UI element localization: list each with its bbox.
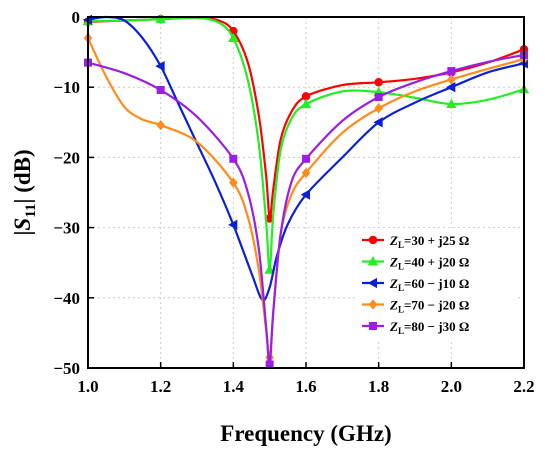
legend-entry: ZL=70 − j20 Ω bbox=[362, 298, 469, 315]
legend-label: ZL=80 − j30 Ω bbox=[389, 319, 469, 336]
series-marker-square bbox=[374, 93, 383, 102]
x-tick-label: 1.4 bbox=[223, 377, 245, 396]
series-marker-square bbox=[156, 86, 165, 95]
legend: ZL=30 + j25 Ω ZL=40 + j20 Ω ZL=60 − j10 Ω Z… bbox=[358, 228, 518, 342]
series-marker-circle bbox=[374, 78, 383, 87]
series-marker-diamond bbox=[156, 119, 166, 131]
legend-entry: ZL=60 − j10 Ω bbox=[362, 276, 469, 293]
y-tick-label: −10 bbox=[53, 78, 80, 97]
legend-box bbox=[358, 228, 518, 342]
x-tick-label: 2.0 bbox=[441, 377, 462, 396]
series-marker-triangle-up bbox=[228, 32, 239, 43]
x-tick-label: 2.2 bbox=[513, 377, 534, 396]
series-marker-diamond bbox=[301, 167, 311, 178]
series-marker-square bbox=[229, 154, 238, 163]
series-marker-triangle-up bbox=[264, 264, 275, 274]
series-marker-triangle-left bbox=[300, 189, 311, 200]
series-marker-triangle-left bbox=[446, 82, 456, 93]
x-axis-label: Frequency (GHz) bbox=[220, 421, 391, 446]
series-marker-square bbox=[368, 321, 377, 330]
series-marker-square bbox=[447, 67, 456, 76]
legend-label: ZL=60 − j10 Ω bbox=[389, 276, 469, 293]
y-tick-label: 0 bbox=[72, 8, 81, 27]
series-marker-diamond bbox=[368, 299, 378, 310]
series-marker-triangle-left bbox=[155, 60, 165, 72]
x-tick-label: 1.6 bbox=[295, 377, 316, 396]
plot-series bbox=[82, 13, 530, 369]
legend-label: ZL=40 + j20 Ω bbox=[389, 255, 469, 272]
series-marker-triangle-up bbox=[155, 13, 166, 24]
series-line bbox=[87, 53, 525, 366]
series-marker-triangle-up bbox=[367, 256, 379, 266]
series-marker-diamond bbox=[446, 74, 456, 85]
series-marker-circle bbox=[368, 235, 378, 245]
series-marker-diamond bbox=[228, 177, 238, 188]
legend-label: ZL=70 − j20 Ω bbox=[389, 298, 469, 315]
legend-entry: ZL=30 + j25 Ω bbox=[362, 233, 469, 250]
legend-entry: ZL=80 − j30 Ω bbox=[362, 319, 469, 336]
y-tick-label: −30 bbox=[53, 219, 80, 238]
series-marker-triangle-up bbox=[300, 98, 312, 109]
series-marker-triangle-left bbox=[367, 277, 378, 289]
series-marker-triangle-up bbox=[446, 98, 457, 109]
y-tick-label: −40 bbox=[53, 289, 80, 308]
series-marker-triangle-left bbox=[373, 117, 383, 128]
legend-label: ZL=30 + j25 Ω bbox=[389, 233, 469, 250]
x-tick-label: 1.0 bbox=[77, 377, 98, 396]
legend-entry: ZL=40 + j20 Ω bbox=[362, 255, 469, 272]
y-tick-label: −50 bbox=[53, 359, 80, 378]
series-marker-diamond bbox=[374, 103, 384, 114]
series-marker-square bbox=[301, 154, 310, 163]
x-tick-label: 1.2 bbox=[150, 377, 171, 396]
y-tick-label: −20 bbox=[53, 148, 80, 167]
y-axis-label: |S11| (dB) bbox=[10, 149, 39, 235]
axis-ticks: 1.0 1.2 1.4 1.6 1.8 2.0 2.2 0 −10 −20 −30 −40 −50 bbox=[53, 8, 534, 396]
series-marker-triangle-left bbox=[228, 219, 238, 230]
x-tick-label: 1.8 bbox=[368, 377, 389, 396]
